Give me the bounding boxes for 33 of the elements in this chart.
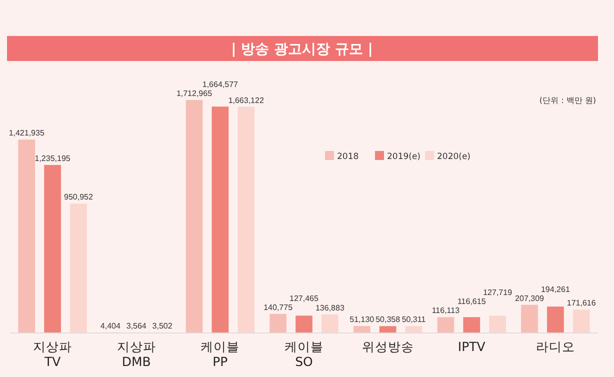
data-label: 127,465 [290, 294, 320, 303]
data-label: 1,421,935 [8, 128, 45, 138]
x-tick-label: IPTV [458, 339, 486, 354]
data-label: 1,663,122 [228, 96, 264, 105]
x-tick-label: 라디오 [536, 339, 575, 354]
data-label: 194,261 [540, 284, 570, 294]
x-tick-label: 케이블 PP [200, 339, 240, 369]
x-tick-label: 지상파 TV [33, 339, 72, 369]
data-label: 1,664,577 [202, 80, 239, 89]
data-label: 116,615 [457, 297, 486, 306]
data-label: 207,309 [515, 294, 545, 303]
x-tick-label: 케이블 SO [284, 339, 324, 369]
legend-label: 2020(e) [437, 152, 470, 162]
data-label: 127,719 [483, 288, 513, 298]
data-label: 50,311 [402, 315, 426, 324]
data-label: 50,358 [376, 315, 401, 324]
data-label: 4,404 [100, 321, 121, 330]
legend-label: 2018 [337, 152, 359, 162]
chart-title: | 방송 광고시장 규모 | [231, 42, 373, 58]
data-label: 3,502 [152, 322, 173, 331]
data-label: 136,883 [315, 303, 345, 312]
data-label: 950,952 [64, 192, 94, 202]
data-label: 116,113 [432, 306, 460, 316]
annotation: (단위 : 백만 원) [539, 96, 596, 105]
x-tick-label: 위성방송 [362, 339, 414, 354]
x-tick-label: 지상파 DMB [116, 339, 156, 369]
data-label: 171,616 [566, 298, 596, 308]
data-label: 3,564 [126, 322, 147, 331]
data-label: 140,775 [264, 302, 294, 312]
data-label: 1,712,965 [176, 89, 213, 98]
data-label: 1,235,195 [34, 154, 71, 163]
legend-label: 2019(e) [387, 152, 420, 162]
data-label: 51,130 [350, 315, 375, 324]
